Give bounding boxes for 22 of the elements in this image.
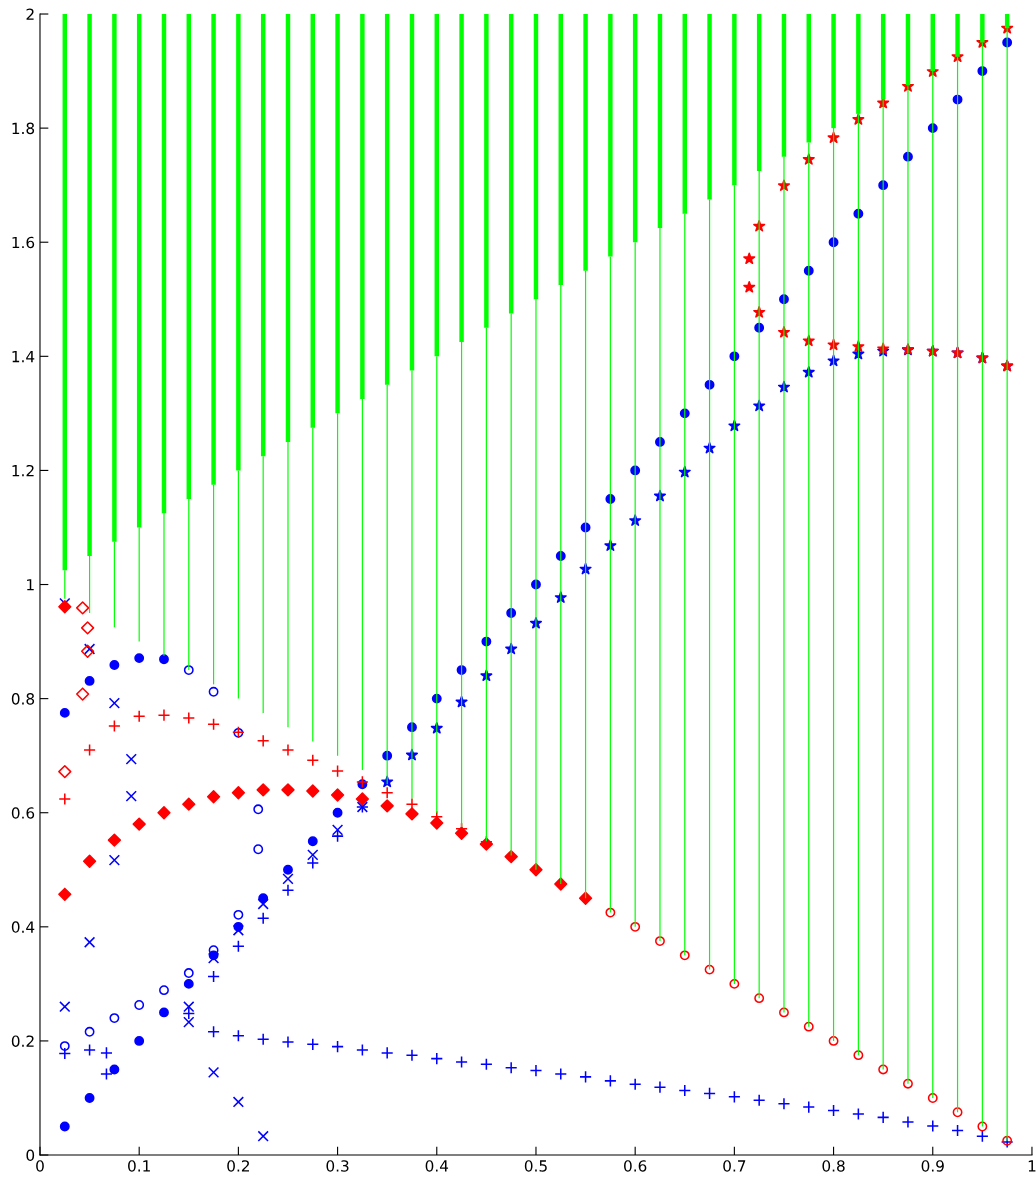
y-tick-label: 0.4 bbox=[11, 921, 35, 933]
x-tick-label: 0.8 bbox=[822, 1160, 845, 1172]
y-tick-label: 2 bbox=[26, 8, 34, 20]
y-tick-label: 0.6 bbox=[11, 807, 35, 819]
y-tick-label: 1 bbox=[27, 579, 34, 591]
y-tick-label: 1.2 bbox=[12, 464, 34, 477]
y-tick-label: 1.8 bbox=[12, 122, 35, 135]
y-tick-label: 0.8 bbox=[11, 693, 35, 705]
x-tick-label: 0.7 bbox=[723, 1160, 746, 1172]
y-tick-label: 1.6 bbox=[12, 236, 35, 249]
x-tick-label: 0 bbox=[36, 1160, 44, 1172]
y-tick-label: 0.2 bbox=[11, 1035, 34, 1047]
x-tick-label: 0.4 bbox=[425, 1160, 449, 1172]
y-tick-label: 0 bbox=[26, 1149, 35, 1162]
y-tick-label: 1.4 bbox=[12, 350, 35, 363]
x-tick-label: 0.2 bbox=[227, 1160, 249, 1172]
x-tick-label: 0.6 bbox=[624, 1160, 647, 1172]
x-tick-label: 1 bbox=[1028, 1160, 1036, 1172]
x-tick-label: 0.1 bbox=[128, 1160, 150, 1172]
x-tick-label: 0.3 bbox=[326, 1160, 349, 1172]
x-tick-label: 0.5 bbox=[524, 1160, 547, 1172]
x-tick-label: 0.9 bbox=[921, 1160, 944, 1172]
